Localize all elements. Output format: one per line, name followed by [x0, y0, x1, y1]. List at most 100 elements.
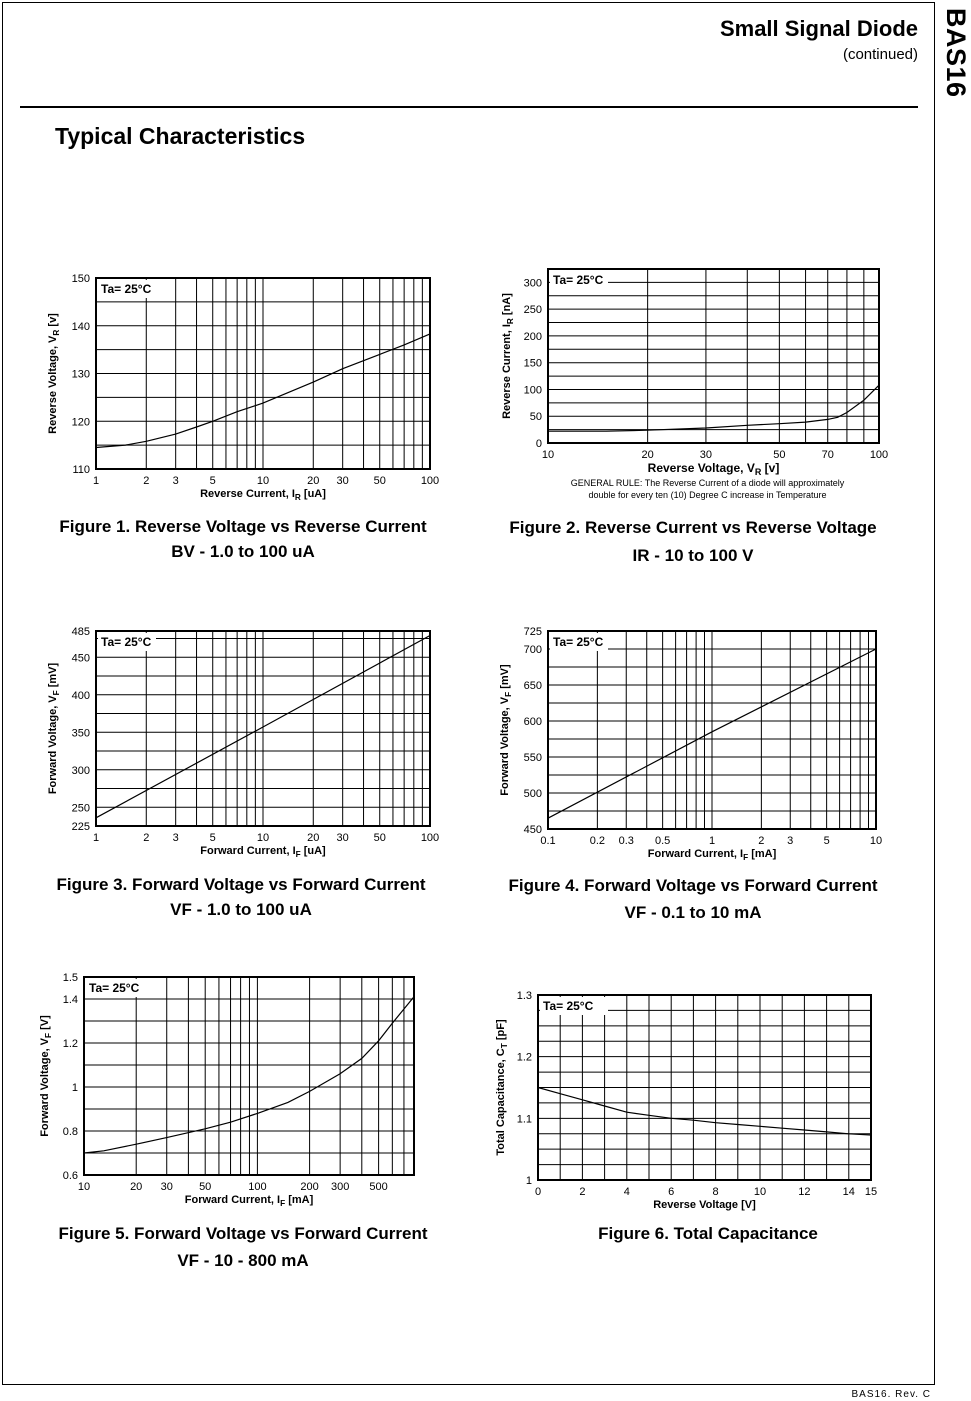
- plot-frame: [83, 976, 415, 1176]
- x-tick-label: 0: [535, 1186, 541, 1198]
- x-tick-label: 4: [624, 1186, 630, 1198]
- plot-frame: [95, 630, 431, 827]
- x-tick-label: 10: [257, 475, 269, 487]
- x-tick-label: 30: [700, 449, 712, 461]
- y-tick-label: 400: [72, 690, 90, 702]
- axis-label-subscript: T: [500, 1043, 509, 1048]
- y-tick-label: 600: [524, 716, 542, 728]
- x-tick-label: 50: [374, 475, 386, 487]
- temperature-annotation: Ta= 25°C: [553, 635, 604, 649]
- caption-line: Figure 1. Reverse Voltage vs Reverse Cur…: [59, 517, 427, 536]
- document-subtitle: (continued): [842, 46, 918, 63]
- x-tick-label: 0.2: [590, 835, 605, 847]
- y-tick-label: 150: [72, 273, 90, 285]
- x-axis-label: Reverse Voltage, VR [v]: [648, 461, 780, 477]
- x-tick-label: 20: [642, 449, 654, 461]
- axis-label-text: Total Capacitance, C: [495, 1048, 507, 1155]
- x-tick-label: 5: [210, 475, 216, 487]
- x-tick-label: 30: [161, 1181, 173, 1193]
- y-tick-label: 0: [536, 438, 542, 450]
- x-tick-label: 100: [421, 475, 439, 487]
- axis-label-text: Reverse Current, I: [200, 488, 295, 500]
- caption-line: Figure 4. Forward Voltage vs Forward Cur…: [508, 876, 878, 895]
- temperature-annotation: Ta= 25°C: [553, 273, 604, 287]
- axis-label-unit: [mV]: [499, 664, 511, 692]
- temperature-annotation: Ta= 25°C: [101, 635, 152, 649]
- part-number-tab: BAS16: [938, 0, 971, 110]
- y-axis-label: Forward Voltage, VF [V]: [39, 1015, 53, 1137]
- x-axis-label: Forward Current, IF [mA]: [648, 848, 777, 862]
- y-tick-label: 1.5: [63, 972, 78, 984]
- data-curve: [548, 384, 880, 432]
- x-tick-label: 3: [787, 835, 793, 847]
- figure-3-chart: Ta= 25°C 1 2 3 5 10 20 30 50 100 225 250 300 350 400 45…: [47, 626, 439, 859]
- x-tick-label: 15: [865, 1186, 877, 1198]
- y-tick-label: 1: [526, 1175, 532, 1187]
- axis-label-text: Forward Voltage, V: [47, 695, 59, 794]
- x-tick-label: 50: [773, 449, 785, 461]
- x-tick-label: 100: [870, 449, 888, 461]
- axis-label-unit: [mA]: [285, 1194, 313, 1206]
- figure-2-chart: Ta= 25°C 10 20 30 50 70 100 0 50 100 150 200 250 300 R…: [501, 268, 888, 500]
- y-tick-label: 250: [72, 802, 90, 814]
- x-tick-label: 0.1: [540, 835, 555, 847]
- x-tick-label: 200: [300, 1181, 318, 1193]
- y-axis-label: Total Capacitance, CT [pF]: [495, 1019, 509, 1156]
- axis-label-unit: [nA]: [501, 293, 513, 318]
- x-tick-label: 3: [173, 832, 179, 844]
- x-tick-label: 6: [668, 1186, 674, 1198]
- caption-line: VF - 0.1 to 10 mA: [624, 903, 762, 922]
- y-tick-label: 725: [524, 626, 542, 638]
- x-tick-label: 0.3: [619, 835, 634, 847]
- y-tick-label: 300: [72, 765, 90, 777]
- axis-label-subscript: R: [52, 330, 61, 336]
- x-tick-label: 2: [143, 832, 149, 844]
- axis-label-subscript: R: [755, 467, 762, 477]
- section-title: Typical Characteristics: [55, 123, 306, 149]
- axis-label-text: Reverse Voltage, V: [648, 461, 755, 475]
- x-tick-label: 10: [542, 449, 554, 461]
- y-tick-label: 200: [524, 331, 542, 343]
- y-axis-label: Reverse Voltage, VR [v]: [47, 313, 61, 434]
- plot-frame: [95, 277, 431, 470]
- caption-line: IR - 10 to 100 V: [632, 546, 754, 565]
- axis-label-subscript: F: [504, 692, 513, 697]
- y-tick-label: 100: [524, 384, 542, 396]
- x-tick-label: 20: [307, 475, 319, 487]
- y-tick-label: 0.8: [63, 1126, 78, 1138]
- axis-label-unit: [uA]: [301, 488, 326, 500]
- axis-label-unit: [v]: [47, 313, 59, 330]
- axis-label-subscript: R: [295, 493, 301, 502]
- axis-label-unit: [V]: [39, 1015, 51, 1033]
- axis-label-unit: [mA]: [748, 848, 776, 860]
- x-tick-label: 12: [798, 1186, 810, 1198]
- header-rule: [20, 106, 918, 108]
- data-curve: [537, 1086, 872, 1136]
- axis-label-subscript: F: [44, 1033, 53, 1038]
- caption-line: VF - 1.0 to 100 uA: [170, 900, 312, 919]
- annotation-box: [86, 979, 144, 997]
- axis-label-subscript: R: [506, 318, 515, 324]
- data-curve: [95, 333, 431, 449]
- chart-note: double for every ten (10) Degree C incre…: [589, 490, 827, 500]
- figure-6-caption: Figure 6. Total Capacitance: [488, 1221, 928, 1246]
- annotation-box: [550, 633, 608, 651]
- y-tick-label: 550: [524, 752, 542, 764]
- caption-line: BV - 1.0 to 100 uA: [171, 542, 315, 561]
- x-tick-label: 1: [709, 835, 715, 847]
- figure-5-caption: Figure 5. Forward Voltage vs Forward Cur…: [23, 1221, 463, 1273]
- y-tick-label: 1.2: [63, 1038, 78, 1050]
- axis-label-text: Forward Voltage, V: [499, 696, 511, 795]
- data-curve: [95, 634, 431, 819]
- figure-4-chart: Ta= 25°C 0.1 0.2 0.3 0.5 1 2 3 5 10 450 500 550 600 65…: [499, 626, 882, 862]
- data-curve: [547, 648, 877, 819]
- y-tick-label: 350: [72, 727, 90, 739]
- y-tick-label: 1.3: [517, 990, 532, 1002]
- x-tick-label: 50: [374, 832, 386, 844]
- y-tick-label: 700: [524, 644, 542, 656]
- annotation-box: [550, 271, 608, 289]
- x-axis-label: Forward Current, IF [uA]: [200, 845, 326, 859]
- x-tick-label: 8: [713, 1186, 719, 1198]
- figure-5-chart: Ta= 25°C 10 20 30 50 100 200 300 500 0.6 0.8 1 1.2 1.…: [39, 972, 415, 1208]
- x-tick-label: 2: [579, 1186, 585, 1198]
